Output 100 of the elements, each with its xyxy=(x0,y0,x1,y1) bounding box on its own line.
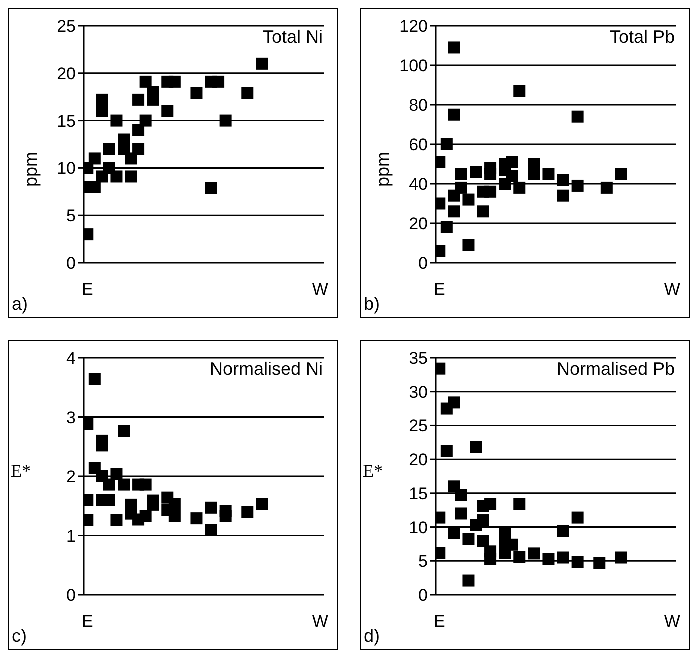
point xyxy=(572,512,584,524)
y-tick-label: 15 xyxy=(409,484,428,504)
point xyxy=(499,547,512,560)
point xyxy=(462,574,475,587)
point xyxy=(96,105,108,118)
y-tick-label: 5 xyxy=(66,206,76,226)
y-tick-label: 40 xyxy=(409,175,428,194)
y-tick-label: 10 xyxy=(409,518,428,538)
y-tick-label: 15 xyxy=(57,112,76,131)
y-tick-label: 4 xyxy=(66,349,76,368)
point xyxy=(140,114,152,127)
point xyxy=(440,138,453,150)
x-tick-label: W xyxy=(664,280,680,300)
y-tick-label: 10 xyxy=(57,159,76,178)
point xyxy=(168,510,181,522)
point xyxy=(514,498,526,510)
point xyxy=(477,206,490,218)
y-axis-title: E* xyxy=(11,461,31,482)
point xyxy=(455,168,468,180)
point xyxy=(103,143,116,156)
y-tick-label: 100 xyxy=(400,56,428,76)
point xyxy=(132,143,145,156)
point xyxy=(462,194,475,206)
point xyxy=(140,510,152,522)
point xyxy=(594,557,606,570)
point xyxy=(256,498,268,510)
point xyxy=(110,114,123,127)
point xyxy=(448,527,460,540)
point xyxy=(140,76,152,88)
point xyxy=(455,489,468,502)
y-tick-label: 60 xyxy=(409,136,428,155)
point xyxy=(572,556,584,568)
y-tick-label: 120 xyxy=(400,17,428,36)
y-tick-label: 5 xyxy=(418,552,428,572)
text: d) xyxy=(364,625,380,647)
point xyxy=(484,553,497,566)
point xyxy=(615,168,628,180)
text: c) xyxy=(12,625,27,647)
chart-title: Normalised Ni xyxy=(208,359,325,380)
y-axis-title: ppm xyxy=(372,151,394,187)
x-tick-label: W xyxy=(312,612,328,632)
x-tick-label: E xyxy=(82,280,94,300)
y-tick-label: 80 xyxy=(409,96,428,116)
point xyxy=(448,206,460,218)
y-tick-label: 25 xyxy=(409,416,428,436)
point xyxy=(256,58,268,70)
point xyxy=(118,478,130,491)
point xyxy=(96,440,108,452)
point xyxy=(118,425,130,438)
point xyxy=(220,114,232,127)
point xyxy=(190,87,203,100)
point xyxy=(557,190,570,202)
point xyxy=(462,239,475,252)
x-tick-label: E xyxy=(434,612,446,632)
point xyxy=(477,514,490,527)
point xyxy=(96,470,108,482)
point xyxy=(132,94,145,106)
point xyxy=(440,221,453,234)
point xyxy=(147,94,160,106)
chart-title: Total Ni xyxy=(260,27,325,48)
point xyxy=(542,168,555,180)
y-tick-label: 25 xyxy=(57,17,76,36)
point xyxy=(572,180,584,192)
point xyxy=(205,524,218,536)
point xyxy=(462,533,475,546)
y-tick-label: 20 xyxy=(57,64,76,84)
point xyxy=(205,502,218,514)
point xyxy=(96,170,108,183)
y-tick-label: 0 xyxy=(418,254,428,274)
point xyxy=(440,445,453,458)
point xyxy=(557,552,570,564)
point xyxy=(125,170,138,183)
text: b) xyxy=(364,293,380,315)
point xyxy=(84,514,94,526)
point xyxy=(557,525,570,538)
point xyxy=(110,468,123,480)
point xyxy=(162,105,174,118)
y-tick-label: 20 xyxy=(409,214,428,234)
x-tick-label: W xyxy=(664,612,680,632)
point xyxy=(212,76,225,88)
y-tick-label: 3 xyxy=(66,408,76,428)
point xyxy=(448,108,460,121)
point xyxy=(88,373,101,386)
point xyxy=(140,478,152,491)
point xyxy=(190,512,203,525)
point xyxy=(448,42,460,54)
chart-title: Normalised Pb xyxy=(554,359,677,380)
chart-title: Total Pb xyxy=(608,27,677,48)
point xyxy=(615,552,628,564)
point xyxy=(448,480,460,493)
point xyxy=(514,85,526,98)
point xyxy=(147,498,160,511)
y-axis-title: ppm xyxy=(20,151,42,187)
point xyxy=(470,441,482,454)
x-tick-label: E xyxy=(82,612,94,632)
y-tick-label: 0 xyxy=(66,254,76,274)
point xyxy=(484,498,497,510)
point xyxy=(499,178,512,190)
point xyxy=(96,494,108,506)
point xyxy=(528,168,540,180)
